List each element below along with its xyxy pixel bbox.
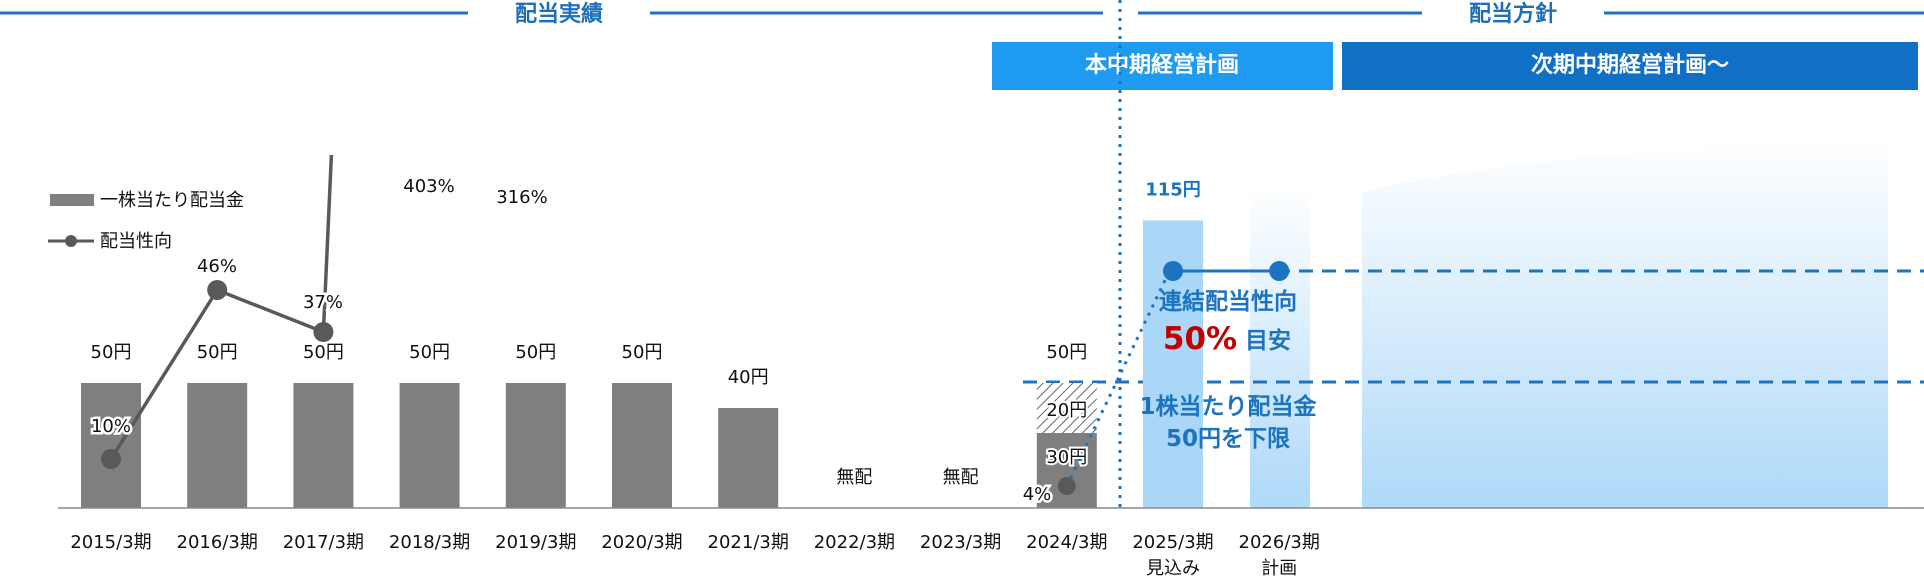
payout-point xyxy=(313,322,334,342)
payout-forecast-connector xyxy=(1065,271,1171,487)
bar xyxy=(718,408,779,508)
payout-label: 4% xyxy=(1023,484,1052,505)
x-tick-label: 2021/3期 xyxy=(708,532,789,553)
bar-value-label: 50円 xyxy=(409,342,450,363)
payout-point xyxy=(101,449,121,469)
x-tick-label: 2018/3期 xyxy=(389,532,470,553)
x-labels: 2015/3期 2016/3期 2017/3期 2018/3期 2019/3期 2020/… xyxy=(70,532,1320,578)
bar xyxy=(505,383,566,508)
payout-label: 403% xyxy=(403,176,454,197)
x-tick-label: 2017/3期 xyxy=(283,532,364,553)
bar xyxy=(293,383,354,508)
x-tick-label: 2015/3期 xyxy=(70,532,151,553)
payout-target-point xyxy=(1163,261,1183,281)
x-tick-label: 2022/3期 xyxy=(814,532,895,553)
dps-floor-value: 50円を下限 xyxy=(1166,426,1290,452)
payout-point xyxy=(1057,477,1076,495)
payout-label: 37% xyxy=(303,292,343,313)
payout-label: 46% xyxy=(197,256,237,277)
x-tick-label: 2023/3期 xyxy=(920,532,1001,553)
future-policy-area xyxy=(1362,138,1888,508)
bar xyxy=(612,383,672,508)
payout-point xyxy=(207,280,228,300)
payout-line xyxy=(109,154,334,460)
bar-2024-extra xyxy=(1036,383,1097,433)
bar-segment-label: 30円 xyxy=(1046,447,1087,468)
x-tick-label: 2016/3期 xyxy=(177,532,258,553)
legend-line-marker xyxy=(65,235,77,247)
payout-label: 10% xyxy=(91,416,131,437)
payout-target-label: 連結配当性向 xyxy=(1159,288,1297,315)
bar xyxy=(399,383,460,508)
bars-layer xyxy=(81,220,1203,508)
bar-value-label: 50円 xyxy=(91,342,132,363)
next-plan-banner xyxy=(1342,42,1918,90)
x-tick-label: 2020/3期 xyxy=(601,532,682,553)
bar-value-label: 50円 xyxy=(303,342,344,363)
bar-segment-label: 20円 xyxy=(1046,400,1087,421)
bar xyxy=(187,383,248,508)
bar-value-label: 50円 xyxy=(515,342,556,363)
policy-header: 配当方針 xyxy=(1469,1,1557,27)
bar xyxy=(81,383,141,508)
payout-target-suffix: 目安 xyxy=(1245,327,1291,354)
bar-value-label: 50円 xyxy=(622,342,663,363)
payout-target-point xyxy=(1269,261,1290,281)
bar-value-label: 40円 xyxy=(728,367,769,388)
payout-line-layer: 10% 46% 37% 403% 316% 4% xyxy=(88,154,1290,508)
x-tick-label: 2024/3期 xyxy=(1026,532,1107,553)
x-tick-sublabel: 計画 xyxy=(1261,558,1297,578)
payout-target-value: 50% xyxy=(1163,321,1237,357)
legend-bar-label: 一株当たり配当金 xyxy=(100,190,244,211)
history-header: 配当実績 xyxy=(515,1,603,27)
bar-value-label: 50円 xyxy=(1046,342,1087,363)
legend-line-label: 配当性向 xyxy=(100,231,172,252)
bar-2026-plan xyxy=(1250,185,1310,508)
x-tick-label: 2026/3期 xyxy=(1239,532,1320,553)
bar-value-label: 無配 xyxy=(943,467,979,488)
legend-bar-swatch xyxy=(50,194,94,206)
next-plan-title: 次期中期経営計画〜 xyxy=(1531,52,1729,78)
x-tick-label: 2019/3期 xyxy=(495,532,576,553)
current-plan-title: 本中期経営計画 xyxy=(1085,52,1239,78)
payout-label: 316% xyxy=(496,187,547,208)
current-plan-banner xyxy=(992,42,1333,90)
dps-floor-label: 1株当たり配当金 xyxy=(1139,393,1317,420)
bar-value-label: 115円 xyxy=(1145,180,1201,201)
x-tick-sublabel: 見込み xyxy=(1146,558,1200,578)
x-tick-label: 2025/3期 xyxy=(1132,532,1213,553)
bar-value-label: 無配 xyxy=(836,467,872,488)
bar-value-label: 50円 xyxy=(197,342,238,363)
